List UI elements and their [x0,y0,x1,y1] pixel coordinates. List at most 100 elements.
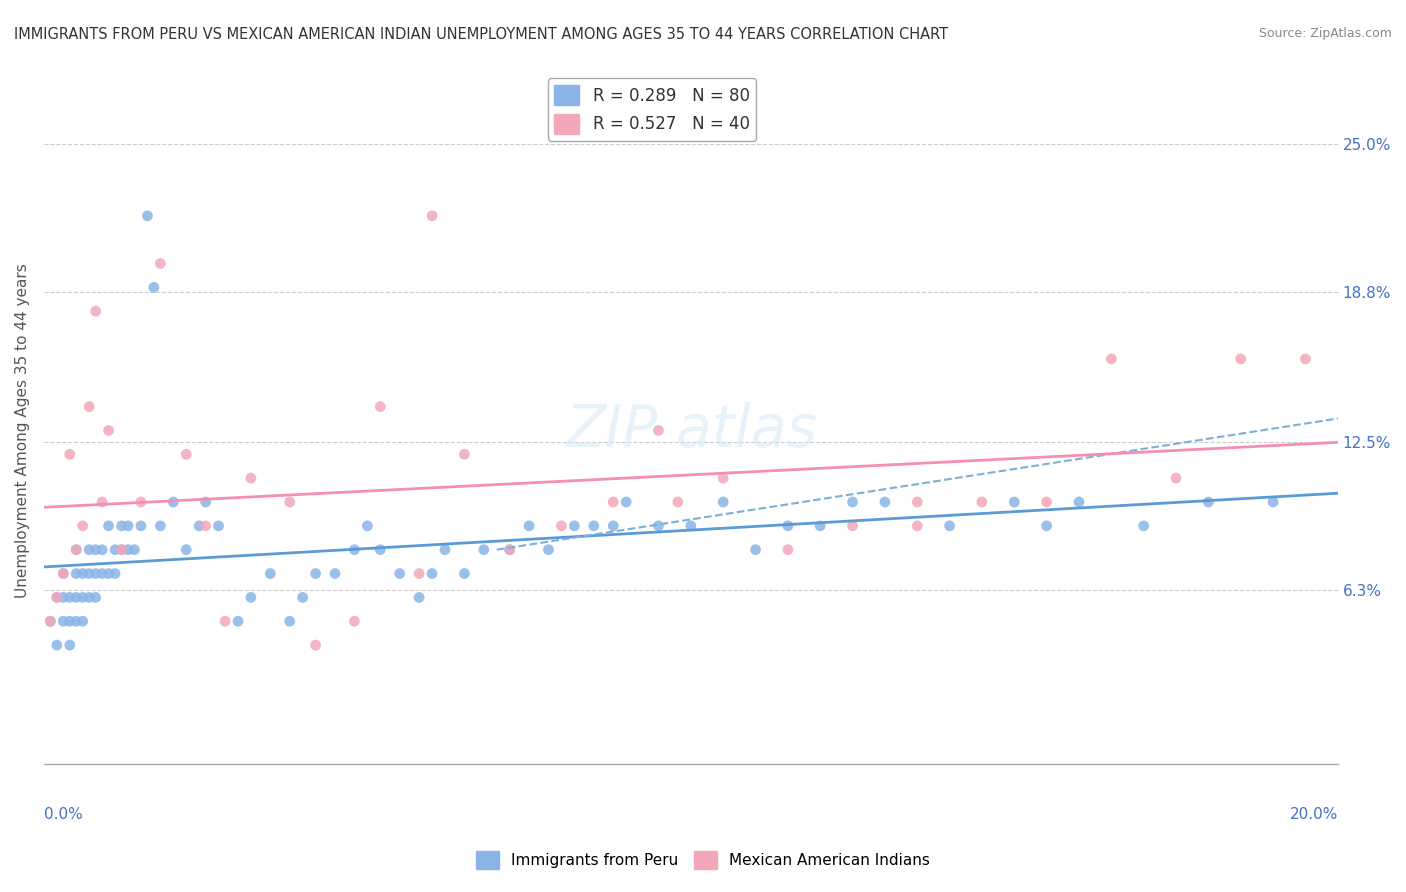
Point [499,542,522,557]
Point [77,566,100,581]
Text: IMMIGRANTS FROM PERU VS MEXICAN AMERICAN INDIAN UNEMPLOYMENT AMONG AGES 35 TO 44: IMMIGRANTS FROM PERU VS MEXICAN AMERICAN… [14,27,948,42]
Point [1035,519,1057,533]
Point [52,566,75,581]
Point [323,566,346,581]
Point [239,591,262,605]
Point [472,542,495,557]
Text: ZIP atlas: ZIP atlas [565,402,817,459]
Point [1035,495,1057,509]
Point [214,614,236,628]
Point [45,638,67,652]
Point [65,566,87,581]
Point [226,614,249,628]
Point [420,566,443,581]
Point [1294,351,1316,366]
Point [841,495,863,509]
Point [550,519,572,533]
Point [1229,351,1251,366]
Text: 20.0%: 20.0% [1289,807,1337,822]
Point [117,542,139,557]
Point [744,542,766,557]
Point [84,542,107,557]
Point [873,495,896,509]
Point [194,519,217,533]
Point [174,447,197,461]
Point [408,591,430,605]
Point [291,591,314,605]
Point [808,519,831,533]
Point [52,566,75,581]
Point [65,591,87,605]
Point [647,424,669,438]
Point [72,519,94,533]
Point [72,591,94,605]
Point [65,542,87,557]
Point [39,614,62,628]
Text: 0.0%: 0.0% [44,807,83,822]
Point [1002,495,1025,509]
Point [388,566,411,581]
Point [1099,351,1122,366]
Point [59,614,82,628]
Point [104,566,127,581]
Point [91,542,114,557]
Point [905,519,928,533]
Point [368,400,391,414]
Point [368,542,391,557]
Point [110,542,132,557]
Point [45,591,67,605]
Point [841,519,863,533]
Point [162,495,184,509]
Point [45,591,67,605]
Point [194,495,217,509]
Point [77,400,100,414]
Point [91,566,114,581]
Point [174,542,197,557]
Point [564,519,586,533]
Point [91,495,114,509]
Point [679,519,702,533]
Point [72,566,94,581]
Point [104,542,127,557]
Point [52,591,75,605]
Point [1164,471,1187,485]
Point [239,471,262,485]
Point [776,542,799,557]
Point [408,566,430,581]
Legend: Immigrants from Peru, Mexican American Indians: Immigrants from Peru, Mexican American I… [470,845,936,875]
Point [77,591,100,605]
Point [614,495,637,509]
Point [356,519,378,533]
Point [304,638,326,652]
Point [517,519,540,533]
Point [52,614,75,628]
Text: Source: ZipAtlas.com: Source: ZipAtlas.com [1258,27,1392,40]
Point [711,495,734,509]
Point [59,591,82,605]
Point [207,519,229,533]
Point [142,280,165,294]
Point [84,304,107,318]
Point [59,638,82,652]
Point [420,209,443,223]
Point [647,519,669,533]
Point [582,519,605,533]
Point [938,519,960,533]
Point [39,614,62,628]
Point [602,519,624,533]
Point [129,495,152,509]
Point [72,614,94,628]
Point [97,424,120,438]
Point [453,566,475,581]
Point [136,209,159,223]
Point [1197,495,1219,509]
Point [129,519,152,533]
Point [1132,519,1154,533]
Point [188,519,211,533]
Point [602,495,624,509]
Point [453,447,475,461]
Point [433,542,456,557]
Point [776,519,799,533]
Point [84,566,107,581]
Point [1261,495,1284,509]
